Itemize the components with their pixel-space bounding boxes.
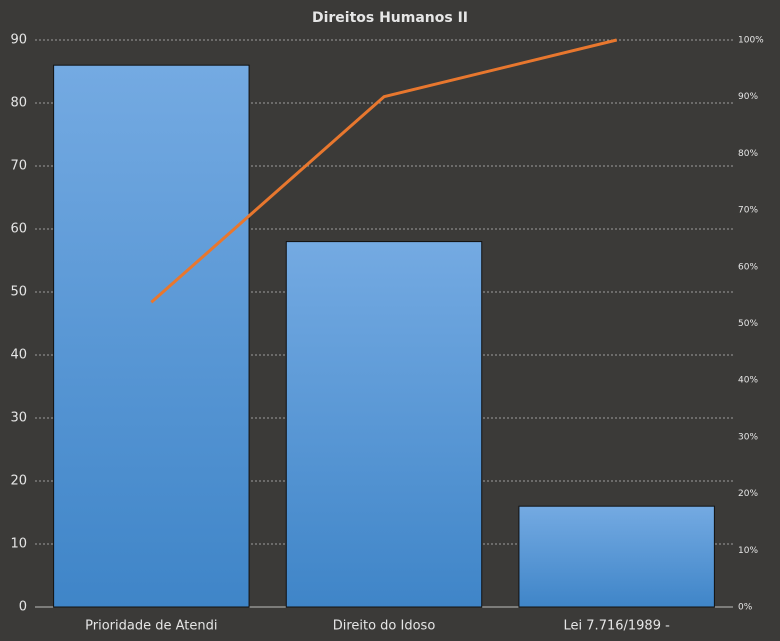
y-tick-label: 10 xyxy=(10,537,27,552)
y2-tick-label: 90% xyxy=(738,92,758,102)
x-tick-label: Lei 7.716/1989 - xyxy=(564,619,671,634)
y-tick-label: 70 xyxy=(10,159,27,174)
y2-tick-label: 40% xyxy=(738,376,758,386)
y2-tick-label: 10% xyxy=(738,546,758,556)
y-tick-label: 20 xyxy=(10,474,27,489)
y-tick-label: 40 xyxy=(10,348,27,363)
y-tick-label: 90 xyxy=(10,33,27,48)
y2-tick-label: 60% xyxy=(738,262,758,272)
y-tick-label: 30 xyxy=(10,411,27,426)
bar xyxy=(518,505,715,608)
y2-tick-label: 100% xyxy=(738,36,764,46)
x-tick-label: Prioridade de Atendi xyxy=(85,619,217,634)
cumulative-line xyxy=(150,38,618,304)
y2-tick-label: 50% xyxy=(738,319,758,329)
y2-tick-label: 0% xyxy=(738,603,753,613)
bar xyxy=(285,241,483,608)
y2-tick-label: 70% xyxy=(738,206,758,216)
y2-tick-label: 30% xyxy=(738,432,758,442)
y2-tick-label: 20% xyxy=(738,489,758,499)
chart-title: Direitos Humanos II xyxy=(312,10,468,26)
y-tick-label: 80 xyxy=(10,96,27,111)
y-tick-label: 50 xyxy=(10,285,27,300)
y2-tick-label: 80% xyxy=(738,149,758,159)
y-tick-label: 0 xyxy=(19,600,27,615)
bar xyxy=(53,64,250,608)
x-tick-label: Direito do Idoso xyxy=(333,619,436,634)
y-tick-label: 60 xyxy=(10,222,27,237)
